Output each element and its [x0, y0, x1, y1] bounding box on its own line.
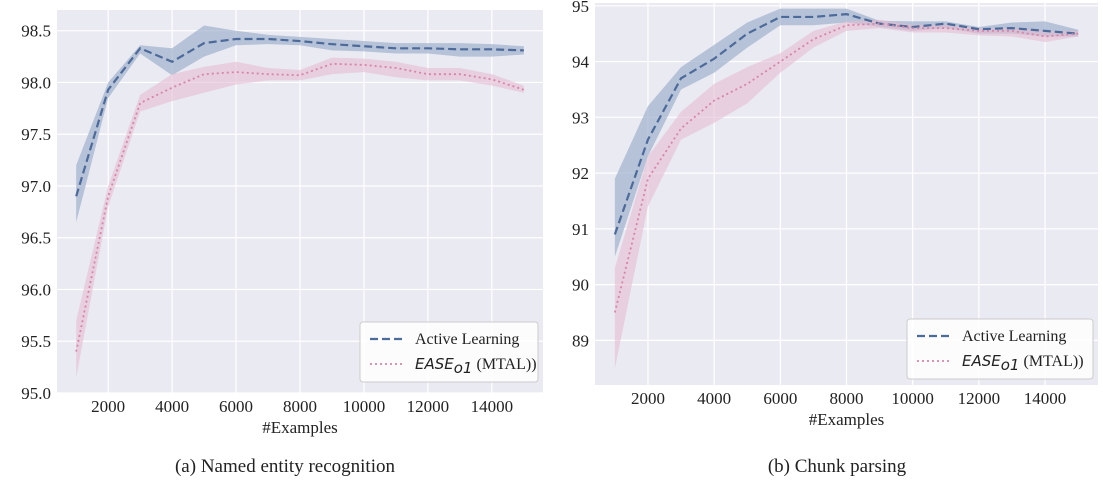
legend-label-ease: EASEo1 (MTAL)) [962, 352, 1084, 374]
confidence-band-active-learning [76, 25, 524, 223]
x-tick-label: 10000 [343, 397, 386, 416]
series-line-active-learning [613, 13, 1079, 235]
x-tick-label: 14000 [1024, 389, 1067, 408]
y-tick-label: 91 [572, 220, 589, 239]
legend-label-active-learning: Active Learning [962, 328, 1066, 345]
series-line-active-learning [75, 37, 524, 197]
y-tick-label: 95.0 [21, 384, 51, 403]
x-tick-label: 8000 [830, 389, 864, 408]
confidence-band-ease [614, 19, 1079, 369]
legend-label-active-learning: Active Learning [415, 331, 519, 348]
y-tick-label: 98.5 [21, 22, 51, 41]
figure-caption: (b) Chunk parsing [768, 456, 907, 477]
y-tick-label: 92 [572, 164, 589, 183]
legend-box [359, 321, 539, 383]
legend: Active Learning EASEo1 (MTAL)) [359, 321, 539, 383]
y-tick-label: 96.0 [21, 280, 51, 299]
x-tick-label: 2000 [91, 397, 125, 416]
y-tick-label: 98.0 [21, 73, 51, 92]
x-tick-label: 12000 [407, 397, 450, 416]
y-tick-label: 96.5 [21, 229, 51, 248]
x-tick-label: 10000 [891, 389, 934, 408]
y-tick-label: 95 [572, 0, 589, 16]
y-tick-label: 93 [572, 108, 589, 127]
y-tick-label: 97.5 [21, 125, 51, 144]
chart-panel-1: 95.0 95.5 96.0 96.5 97.0 97.5 98.0 98.5 2000 4000… [21, 10, 543, 437]
y-tick-label: 94 [572, 53, 590, 72]
legend-box [906, 318, 1094, 380]
y-tick-label: 90 [572, 276, 589, 295]
legend-label-ease: EASEo1 (MTAL)) [415, 355, 537, 377]
x-axis-label: #Examples [809, 410, 885, 429]
x-tick-label: 2000 [631, 389, 665, 408]
x-tick-label: 6000 [219, 397, 253, 416]
x-tick-label: 4000 [155, 397, 189, 416]
y-tick-label: 89 [572, 331, 589, 350]
x-tick-label: 8000 [283, 397, 317, 416]
x-axis-label: #Examples [262, 418, 338, 437]
series-line-ease [75, 62, 525, 352]
x-tick-label: 4000 [697, 389, 731, 408]
chart-panel-2: 89 90 91 92 93 94 95 2000 4000 6000 8000 10000 12000… [572, 0, 1098, 429]
x-tick-label: 14000 [471, 397, 514, 416]
y-tick-label: 95.5 [21, 332, 51, 351]
figure-caption: (a) Named entity recognition [175, 456, 396, 477]
x-tick-label: 12000 [958, 389, 1001, 408]
y-tick-label: 97.0 [21, 177, 51, 196]
x-tick-label: 6000 [763, 389, 797, 408]
legend: Active Learning EASEo1 (MTAL)) [906, 318, 1094, 380]
